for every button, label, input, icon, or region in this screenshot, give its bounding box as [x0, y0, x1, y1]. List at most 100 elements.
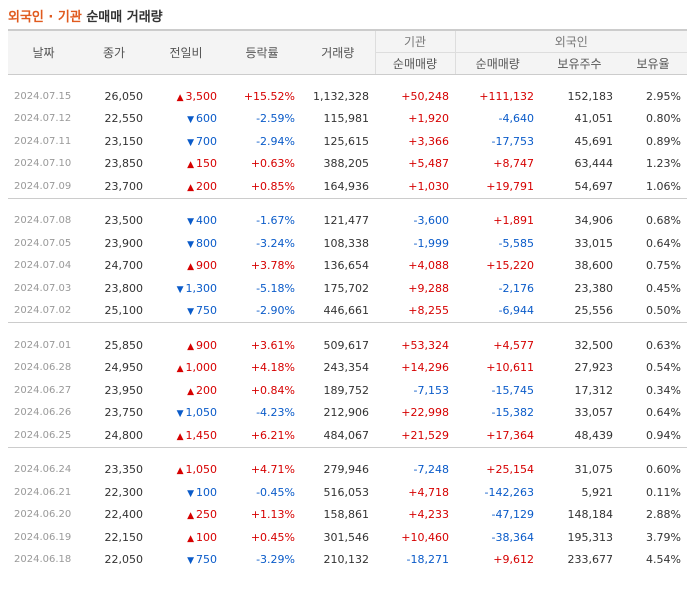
- cell-foreign-net: +9,612: [493, 553, 534, 567]
- cell-foreign-net: +10,611: [486, 361, 534, 375]
- table-row: 2024.07.10 23,850 ▲ 150 +0.63% 388,205 +5,487 +…: [8, 153, 687, 176]
- cell-volume: 164,936: [323, 179, 370, 193]
- cell-close: 22,050: [104, 553, 144, 567]
- cell-volume: 1,132,328: [313, 89, 369, 103]
- cell-volume: 136,654: [323, 259, 370, 273]
- cell-change: ▲ 1,000: [149, 357, 223, 380]
- cell-close: 26,050: [104, 89, 144, 103]
- cell-foreign-ratio: 2.88%: [646, 508, 681, 522]
- cell-volume: 279,946: [323, 463, 370, 477]
- cell-inst-net: +4,088: [408, 259, 449, 273]
- cell-volume: 108,338: [323, 236, 370, 250]
- cell-inst-net: +10,460: [401, 530, 449, 544]
- cell-volume: 175,702: [323, 281, 370, 295]
- table-row: 2024.06.21 22,300 ▼ 100 -0.45% 516,053 +4,718 -…: [8, 481, 687, 504]
- header-foreign: 외국인: [454, 29, 687, 53]
- cell-change: ▲ 1,050: [149, 459, 223, 482]
- cell-foreign-hold: 41,051: [574, 112, 614, 126]
- cell-date: 2024.07.12: [14, 113, 72, 125]
- cell-foreign-ratio: 4.54%: [646, 553, 681, 567]
- cell-foreign-ratio: 0.64%: [646, 236, 681, 250]
- cell-volume: 446,661: [323, 304, 370, 318]
- cell-date: 2024.07.08: [14, 215, 72, 227]
- trading-table: 날짜 종가 전일비 등락률 거래량 기관 외국인 순매매량 순매매량 보유주수 …: [8, 29, 687, 571]
- cell-foreign-hold: 27,923: [574, 361, 614, 375]
- cell-foreign-hold: 148,184: [567, 508, 614, 522]
- cell-inst-net: -3,600: [413, 214, 449, 228]
- cell-foreign-ratio: 0.60%: [646, 463, 681, 477]
- change-value: 400: [196, 214, 217, 228]
- cell-foreign-hold: 38,600: [574, 259, 614, 273]
- cell-change: ▼ 700: [149, 130, 223, 153]
- cell-volume: 121,477: [323, 214, 370, 228]
- cell-rate: -1.67%: [256, 214, 295, 228]
- cell-inst-net: +8,255: [408, 304, 449, 318]
- cell-foreign-net: +17,364: [486, 428, 534, 442]
- header-rate: 등락률: [223, 29, 301, 75]
- cell-date: 2024.07.04: [14, 260, 72, 272]
- triangle-down-icon: ▼: [187, 115, 194, 126]
- cell-foreign-hold: 31,075: [574, 463, 614, 477]
- triangle-up-icon: ▲: [187, 386, 194, 397]
- cell-change: ▼ 100: [149, 481, 223, 504]
- cell-volume: 125,615: [323, 134, 370, 148]
- table-row: 2024.07.01 25,850 ▲ 900 +3.61% 509,617 +53,324…: [8, 334, 687, 357]
- cell-foreign-hold: 63,444: [574, 157, 614, 171]
- page-title: 외국인 · 기관 순매매 거래량: [8, 6, 163, 25]
- cell-change: ▼ 1,300: [149, 277, 223, 300]
- cell-change: ▲ 100: [149, 526, 223, 549]
- cell-foreign-ratio: 0.75%: [646, 259, 681, 273]
- cell-foreign-hold: 48,439: [574, 428, 614, 442]
- cell-close: 23,850: [104, 157, 144, 171]
- cell-close: 22,300: [104, 485, 144, 499]
- cell-change: ▲ 150: [149, 153, 223, 176]
- cell-rate: +0.84%: [250, 383, 295, 397]
- change-value: 1,050: [185, 406, 218, 420]
- change-value: 3,500: [185, 89, 218, 103]
- table-row: 2024.07.03 23,800 ▼ 1,300 -5.18% 175,702 +9,28…: [8, 277, 687, 300]
- cell-inst-net: +21,529: [401, 428, 449, 442]
- cell-rate: +0.85%: [250, 179, 295, 193]
- change-value: 800: [196, 236, 217, 250]
- change-value: 750: [196, 553, 217, 567]
- cell-inst-net: +9,288: [408, 281, 449, 295]
- header-change: 전일비: [149, 29, 223, 75]
- cell-foreign-net: -5,585: [498, 236, 534, 250]
- cell-foreign-net: -15,382: [491, 406, 534, 420]
- cell-change: ▼ 1,050: [149, 402, 223, 425]
- cell-foreign-net: -4,640: [498, 112, 534, 126]
- cell-foreign-net: -142,263: [484, 485, 534, 499]
- header-date: 날짜: [8, 29, 79, 75]
- cell-rate: -2.94%: [256, 134, 295, 148]
- table-row: 2024.07.05 23,900 ▼ 800 -3.24% 108,338 -1,999 -…: [8, 232, 687, 255]
- cell-foreign-hold: 233,677: [567, 553, 614, 567]
- cell-date: 2024.06.19: [14, 531, 72, 543]
- cell-foreign-net: -47,129: [491, 508, 534, 522]
- cell-close: 24,950: [104, 361, 144, 375]
- cell-foreign-hold: 34,906: [574, 214, 614, 228]
- title-rest: 순매매 거래량: [81, 10, 163, 25]
- triangle-down-icon: ▼: [176, 409, 184, 420]
- cell-foreign-net: +25,154: [486, 463, 534, 477]
- cell-rate: -2.59%: [256, 112, 295, 126]
- header-foreign-hold: 보유주수: [540, 52, 619, 75]
- cell-rate: -0.45%: [256, 485, 295, 499]
- change-value: 100: [196, 530, 217, 544]
- cell-date: 2024.06.28: [14, 362, 72, 374]
- cell-change: ▼ 750: [149, 300, 223, 323]
- table-row: 2024.06.18 22,050 ▼ 750 -3.29% 210,132 -18,271…: [8, 549, 687, 572]
- cell-foreign-net: +1,891: [493, 214, 534, 228]
- group-separator: [8, 446, 687, 459]
- cell-close: 22,550: [104, 112, 144, 126]
- group-separator: [8, 322, 687, 334]
- cell-date: 2024.07.11: [14, 135, 72, 147]
- cell-close: 23,900: [104, 236, 144, 250]
- triangle-down-icon: ▼: [187, 239, 194, 250]
- header-inst-net: 순매매량: [374, 52, 455, 75]
- cell-date: 2024.06.25: [14, 429, 72, 441]
- change-value: 900: [196, 338, 217, 352]
- table-row: 2024.07.09 23,700 ▲ 200 +0.85% 164,936 +1,030 +…: [8, 175, 687, 198]
- table-row: 2024.06.24 23,350 ▲ 1,050 +4.71% 279,946 -7,24…: [8, 459, 687, 482]
- cell-foreign-ratio: 0.63%: [646, 338, 681, 352]
- cell-change: ▲ 250: [149, 504, 223, 527]
